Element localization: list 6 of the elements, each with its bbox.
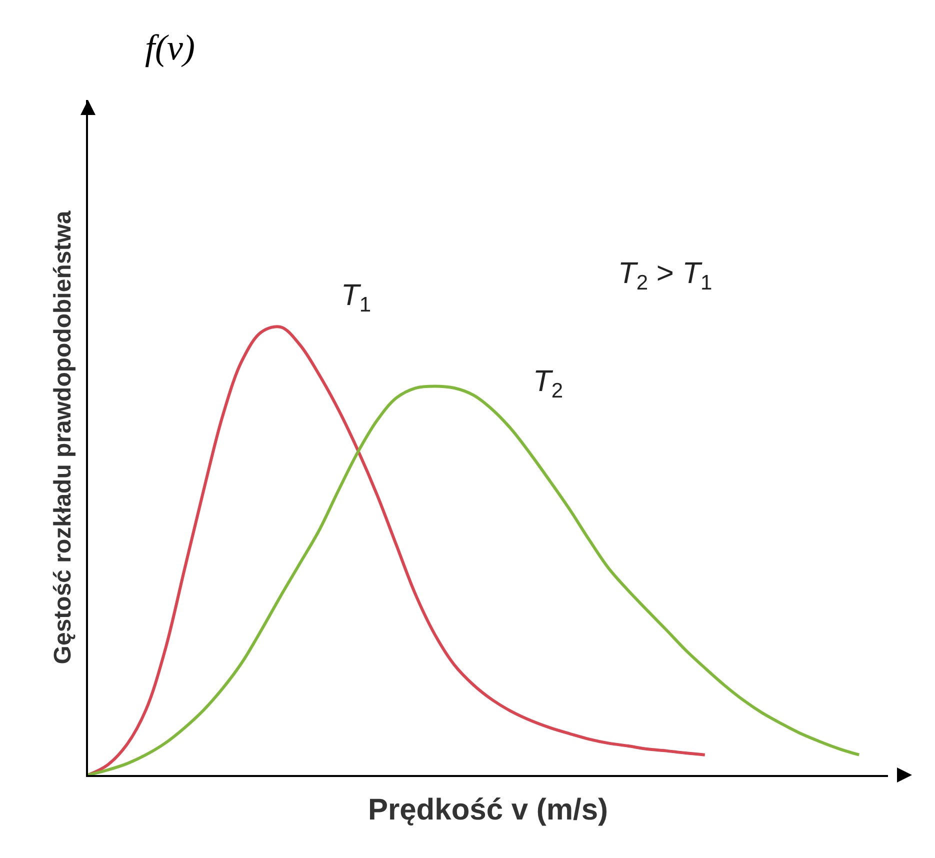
x-axis-title: Prędkość v (m/s) <box>368 793 608 826</box>
y-axis-title: Gęstość rozkładu prawdopodobieństwa <box>50 210 77 664</box>
series-label: T$_{2}$ <box>533 365 564 402</box>
chart-title: f(v) <box>145 28 195 68</box>
series-label: T$_{1}$ <box>341 279 372 316</box>
text: T$_{2}$ > T$_{1}$ <box>618 257 712 294</box>
